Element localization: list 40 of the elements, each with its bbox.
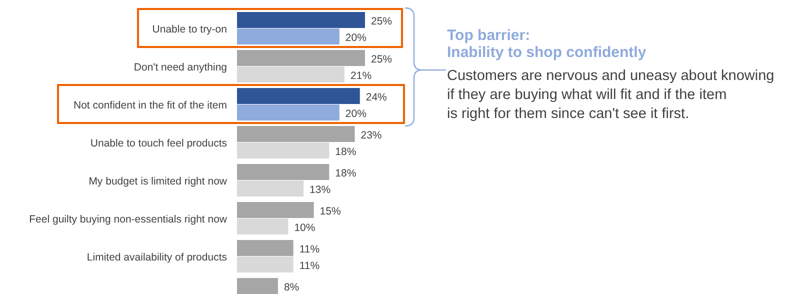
bar <box>237 28 340 44</box>
text: Inability to shop confidently <box>447 44 647 61</box>
data-label: 20% <box>345 108 366 120</box>
bar <box>237 218 288 234</box>
bar <box>237 50 365 66</box>
bar <box>237 142 330 158</box>
data-label: 11% <box>299 260 320 272</box>
bar <box>237 180 304 196</box>
data-label: 13% <box>310 184 331 196</box>
data-label: 11% <box>299 243 320 256</box>
bar <box>237 256 294 272</box>
data-label: 18% <box>335 167 356 180</box>
data-label: 23% <box>360 129 382 142</box>
text: Top barrier: <box>447 27 530 44</box>
bar <box>237 66 345 82</box>
bar <box>237 104 340 120</box>
bar <box>237 88 360 104</box>
y-tick-label: Not confident in the fit of the item <box>73 100 228 112</box>
data-label: 15% <box>320 205 341 218</box>
data-label: 25% <box>371 15 392 28</box>
y-tick-label: Limited availability of products <box>86 252 227 264</box>
bar <box>237 240 294 256</box>
data-label: 10% <box>294 222 316 234</box>
y-tick-label: Unable to touch feel products <box>90 138 227 150</box>
y-tick-label: Feel guilty buying non-essentials right now <box>29 214 228 226</box>
bar <box>237 278 278 294</box>
bar <box>237 12 365 28</box>
bar <box>237 126 355 142</box>
data-label: 8% <box>284 281 300 294</box>
data-label: 25% <box>371 53 392 66</box>
bar <box>237 202 314 218</box>
y-tick-label: Unable to try-on <box>152 24 228 36</box>
bar <box>237 164 330 180</box>
text: Customers are nervous and uneasy about knowing if they are buying what will fit and if the item is right for them since can't see it first. <box>447 68 774 122</box>
data-label: 21% <box>350 70 372 82</box>
y-tick-label: Don't need anything <box>134 62 228 74</box>
data-label: 18% <box>335 146 356 158</box>
data-label: 20% <box>345 32 366 44</box>
data-label: 24% <box>366 91 387 104</box>
y-tick-label: My budget is limited right now <box>88 176 228 188</box>
